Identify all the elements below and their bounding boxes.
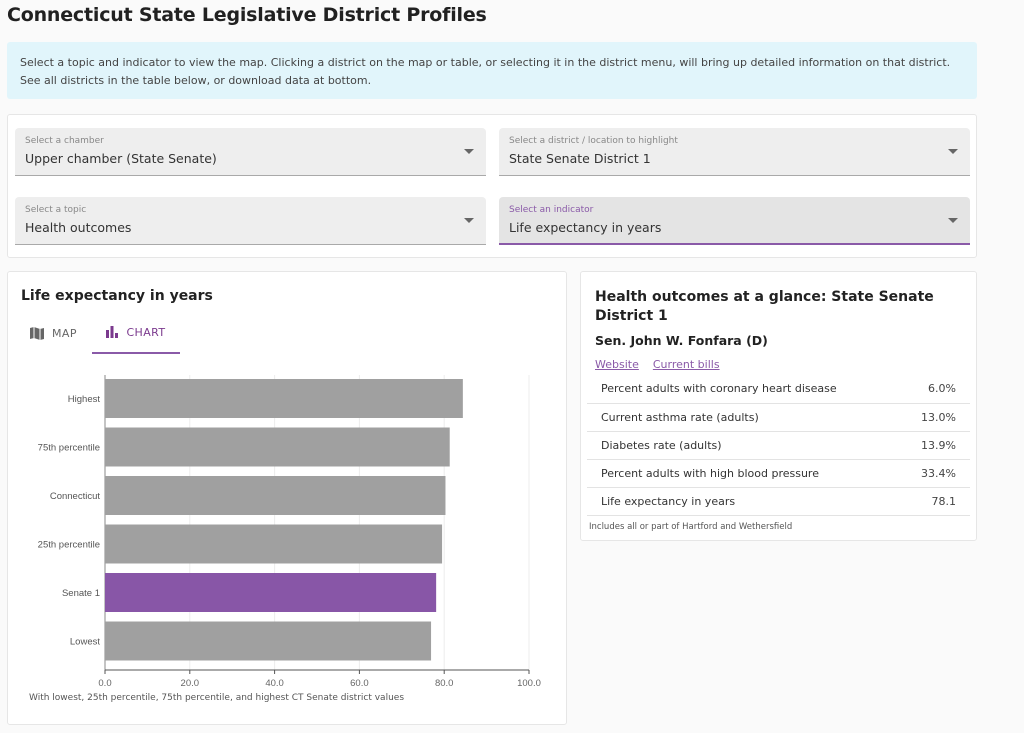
- bar: [105, 379, 463, 418]
- row-label: Current asthma rate (adults): [587, 403, 897, 432]
- chamber-select-label: Select a chamber: [25, 136, 104, 146]
- district-select-value: State Senate District 1: [509, 151, 651, 166]
- map-icon: [30, 326, 44, 340]
- table-row: Percent adults with coronary heart disea…: [587, 375, 970, 404]
- row-value: 13.0%: [896, 403, 970, 432]
- category-label: Highest: [68, 394, 101, 405]
- table-row: Diabetes rate (adults) 13.9%: [587, 431, 970, 460]
- intro-text: Select a topic and indicator to view the…: [20, 56, 951, 87]
- glance-title: Health outcomes at a glance: State Senat…: [595, 289, 934, 324]
- tab-map[interactable]: MAP: [30, 312, 77, 354]
- table-row: Life expectancy in years 78.1: [587, 487, 970, 516]
- tab-map-label: MAP: [52, 326, 77, 340]
- row-label: Diabetes rate (adults): [587, 431, 897, 460]
- indicator-select-label: Select an indicator: [509, 205, 594, 215]
- bar: [105, 476, 446, 515]
- x-tick-label: 60.0: [350, 678, 369, 689]
- page-title: Connecticut State Legislative District P…: [7, 4, 487, 26]
- controls-card: Select a chamber Upper chamber (State Se…: [7, 114, 977, 258]
- intro-info-box: Select a topic and indicator to view the…: [7, 42, 977, 99]
- x-tick-label: 100.0: [517, 678, 541, 689]
- bar: [105, 621, 432, 661]
- website-link[interactable]: Website: [595, 358, 639, 371]
- category-label: 75th percentile: [38, 443, 100, 454]
- x-tick-label: 80.0: [435, 678, 454, 689]
- current-bills-link[interactable]: Current bills: [652, 358, 720, 371]
- row-label: Percent adults with coronary heart disea…: [587, 375, 897, 404]
- table-row: Current asthma rate (adults) 13.0%: [587, 403, 970, 432]
- topic-select-value: Health outcomes: [25, 220, 132, 235]
- row-value: 33.4%: [896, 459, 970, 488]
- category-label: Connecticut: [50, 491, 101, 502]
- district-select[interactable]: Select a district / location to highligh…: [499, 128, 970, 176]
- x-tick-label: 40.0: [265, 678, 284, 689]
- chart-title: Life expectancy in years: [21, 288, 213, 304]
- row-label: Life expectancy in years: [587, 487, 897, 516]
- legislator-links: Website Current bills: [595, 358, 720, 371]
- row-value: 6.0%: [896, 375, 970, 404]
- chevron-down-icon: [948, 149, 958, 154]
- chevron-down-icon: [464, 149, 474, 154]
- legislator-name: Sen. John W. Fonfara (D): [595, 333, 768, 348]
- table-row: Percent adults with high blood pressure 3…: [587, 459, 970, 488]
- category-label: 25th percentile: [38, 540, 100, 551]
- category-label: Senate 1: [62, 588, 100, 599]
- glance-card: Health outcomes at a glance: State Senat…: [580, 271, 977, 541]
- x-tick-label: 0.0: [98, 678, 111, 689]
- bar-chart-icon: [106, 326, 119, 338]
- row-label: Percent adults with high blood pressure: [587, 459, 897, 488]
- indicator-select[interactable]: Select an indicator Life expectancy in y…: [499, 197, 970, 245]
- indicator-select-value: Life expectancy in years: [509, 220, 662, 235]
- glance-table: Percent adults with coronary heart disea…: [587, 375, 970, 516]
- category-label: Lowest: [70, 637, 100, 648]
- row-value: 13.9%: [896, 431, 970, 460]
- tab-chart[interactable]: CHART: [92, 312, 180, 354]
- chevron-down-icon: [464, 218, 474, 223]
- topic-select[interactable]: Select a topic Health outcomes: [15, 197, 486, 245]
- topic-select-label: Select a topic: [25, 205, 87, 215]
- glance-note: Includes all or part of Hartford and Wet…: [589, 522, 793, 532]
- row-value: 78.1: [896, 487, 970, 516]
- chamber-select-value: Upper chamber (State Senate): [25, 151, 217, 166]
- bar-chart: Highest 75th percentile Connecticut 25th pe…: [38, 375, 541, 689]
- chart-caption: With lowest, 25th percentile, 75th perce…: [29, 693, 405, 703]
- chart-card: Life expectancy in years MAP CHART Highe…: [7, 271, 567, 725]
- bar: [105, 427, 450, 467]
- chevron-down-icon: [948, 218, 958, 223]
- district-select-label: Select a district / location to highligh…: [509, 136, 678, 146]
- bar-highlight: [105, 573, 437, 612]
- tab-chart-label: CHART: [126, 325, 166, 339]
- chamber-select[interactable]: Select a chamber Upper chamber (State Se…: [15, 128, 486, 176]
- x-tick-label: 20.0: [181, 678, 200, 689]
- bar: [105, 524, 443, 564]
